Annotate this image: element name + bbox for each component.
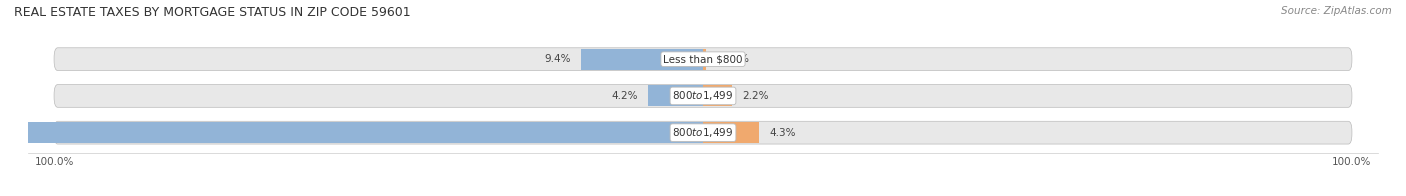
Text: $800 to $1,499: $800 to $1,499 — [672, 89, 734, 103]
Text: 9.4%: 9.4% — [544, 54, 571, 64]
Text: Source: ZipAtlas.com: Source: ZipAtlas.com — [1281, 6, 1392, 16]
Text: Less than $800: Less than $800 — [664, 54, 742, 64]
Bar — [703, 85, 731, 106]
FancyBboxPatch shape — [53, 84, 1353, 107]
FancyBboxPatch shape — [53, 48, 1353, 71]
Bar — [703, 49, 706, 70]
FancyBboxPatch shape — [53, 121, 1353, 144]
Bar — [581, 49, 703, 70]
Bar — [703, 122, 759, 143]
Bar — [648, 85, 703, 106]
Bar — [0, 122, 703, 143]
Text: 4.3%: 4.3% — [769, 128, 796, 138]
Text: 2.2%: 2.2% — [742, 91, 769, 101]
Text: $800 to $1,499: $800 to $1,499 — [672, 126, 734, 139]
Text: REAL ESTATE TAXES BY MORTGAGE STATUS IN ZIP CODE 59601: REAL ESTATE TAXES BY MORTGAGE STATUS IN … — [14, 6, 411, 19]
Text: 4.2%: 4.2% — [612, 91, 638, 101]
Text: 0.25%: 0.25% — [717, 54, 749, 64]
